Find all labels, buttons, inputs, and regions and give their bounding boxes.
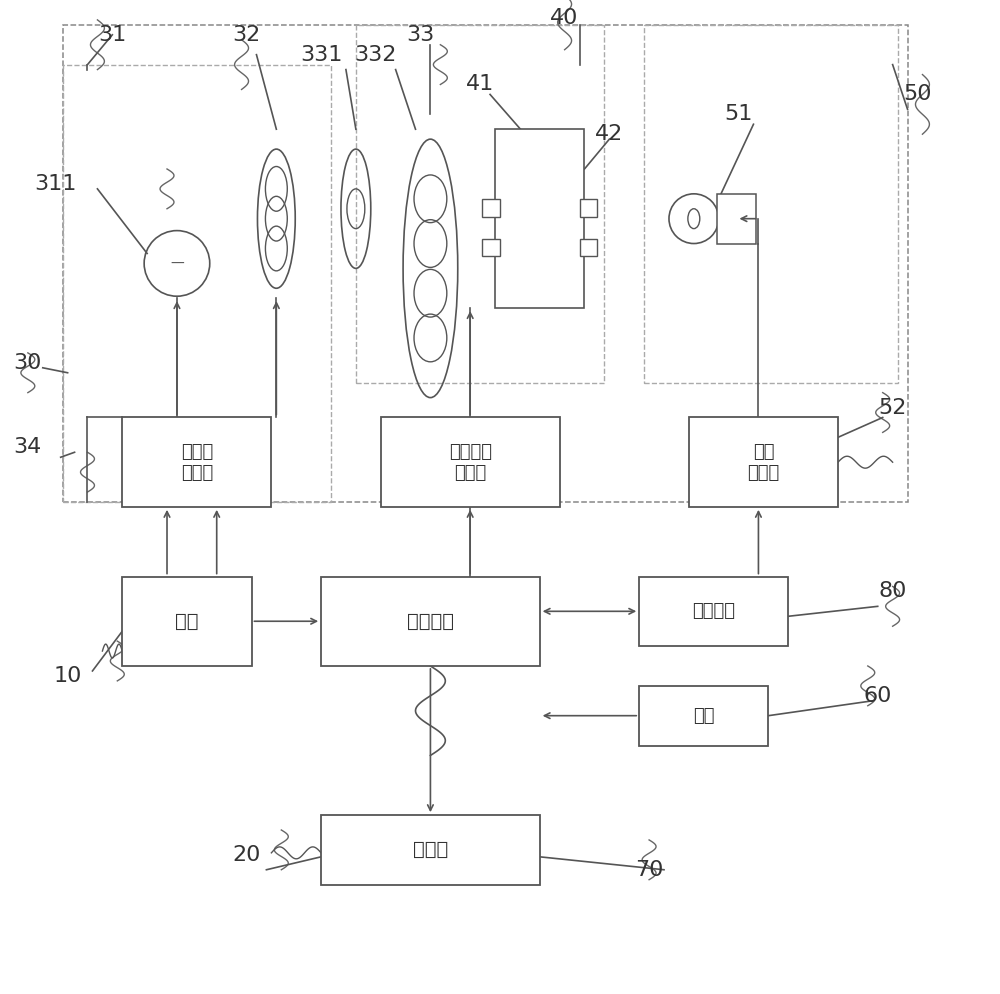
Text: 33: 33 bbox=[406, 25, 435, 45]
Text: 32: 32 bbox=[232, 25, 261, 45]
Text: 40: 40 bbox=[550, 8, 579, 28]
Bar bbox=[482, 199, 500, 217]
Text: 42: 42 bbox=[595, 124, 623, 144]
Bar bbox=[122, 417, 271, 507]
Text: 51: 51 bbox=[724, 104, 753, 124]
Bar bbox=[717, 194, 756, 244]
Bar bbox=[689, 417, 838, 507]
Bar bbox=[321, 577, 540, 666]
Bar bbox=[580, 239, 597, 256]
Text: 显示器: 显示器 bbox=[413, 840, 448, 860]
Text: 30: 30 bbox=[14, 353, 42, 373]
Text: 激光
控制器: 激光 控制器 bbox=[747, 442, 780, 482]
Bar bbox=[321, 815, 540, 885]
Text: 52: 52 bbox=[878, 398, 907, 417]
Text: 331: 331 bbox=[300, 45, 342, 65]
Bar bbox=[381, 417, 560, 507]
Text: 80: 80 bbox=[878, 581, 907, 601]
Text: 光声信号
处理器: 光声信号 处理器 bbox=[449, 442, 492, 482]
Text: 41: 41 bbox=[466, 75, 494, 94]
Bar bbox=[580, 199, 597, 217]
Text: 332: 332 bbox=[355, 45, 397, 65]
Text: 电源: 电源 bbox=[175, 611, 199, 631]
Bar bbox=[495, 129, 584, 308]
Bar bbox=[63, 25, 908, 502]
Bar bbox=[482, 239, 500, 256]
Text: 10: 10 bbox=[53, 666, 82, 686]
Text: 通讯接口: 通讯接口 bbox=[692, 602, 735, 620]
Text: 311: 311 bbox=[34, 174, 77, 194]
Text: 70: 70 bbox=[635, 860, 663, 880]
Bar bbox=[356, 25, 604, 383]
Text: 50: 50 bbox=[903, 84, 932, 104]
Text: —: — bbox=[170, 256, 184, 270]
Bar bbox=[122, 577, 252, 666]
Bar bbox=[639, 686, 768, 746]
Text: 斩滤光
控制器: 斩滤光 控制器 bbox=[181, 442, 213, 482]
Text: 键盘: 键盘 bbox=[693, 707, 715, 725]
Text: 20: 20 bbox=[232, 845, 261, 865]
Bar bbox=[63, 65, 331, 502]
Text: 34: 34 bbox=[14, 437, 42, 457]
Text: 60: 60 bbox=[864, 686, 892, 706]
Bar bbox=[639, 577, 788, 646]
Text: 主控制器: 主控制器 bbox=[407, 611, 454, 631]
Bar bbox=[644, 25, 898, 383]
Text: 31: 31 bbox=[98, 25, 126, 45]
